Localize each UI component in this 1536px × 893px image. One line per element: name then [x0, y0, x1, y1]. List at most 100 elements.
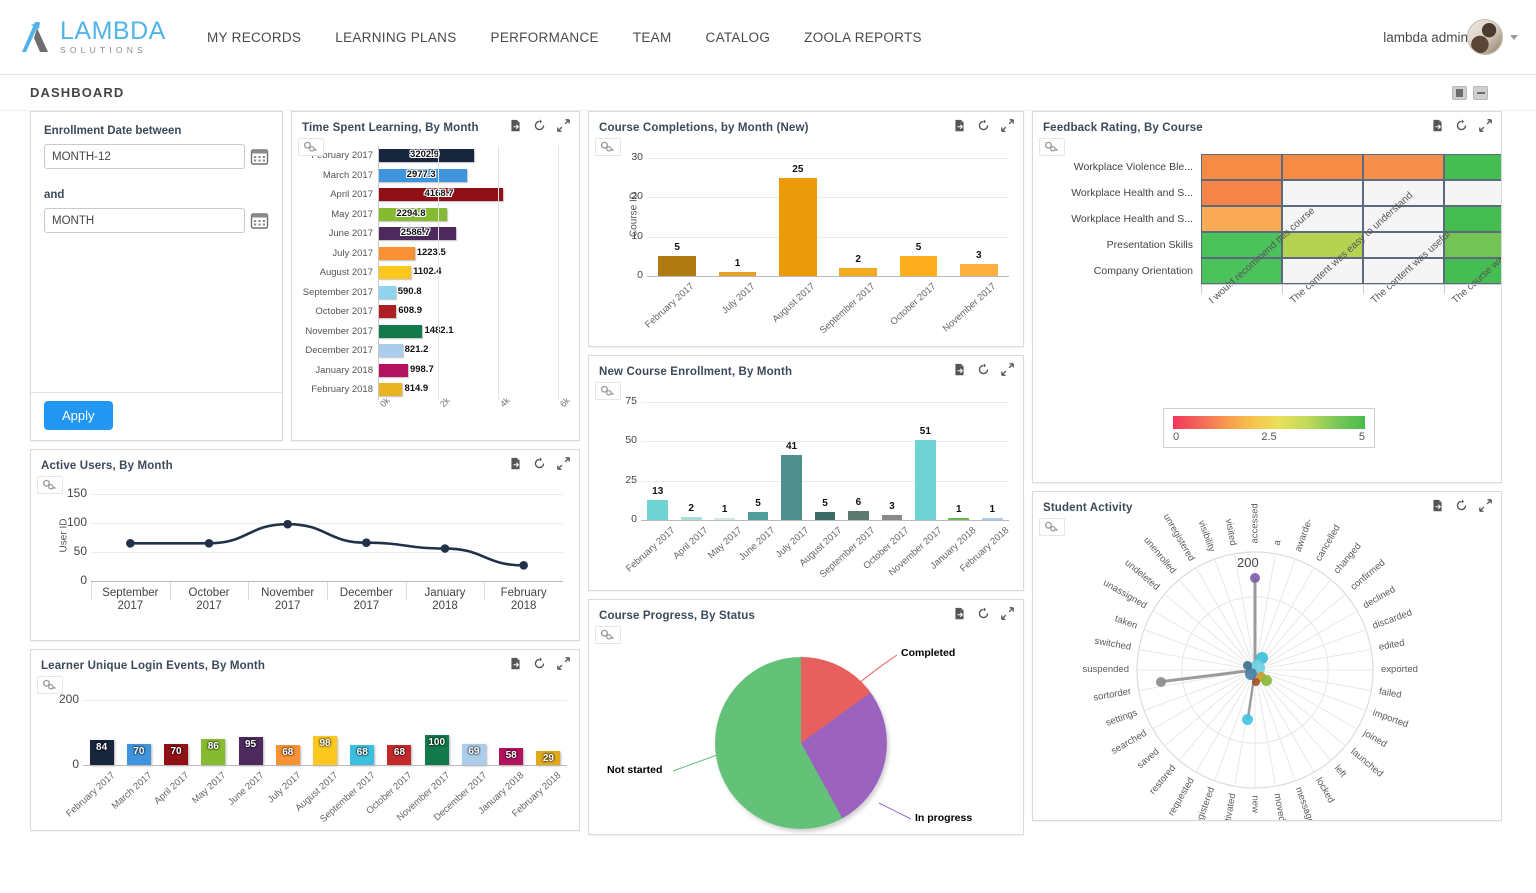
- bar[interactable]: [378, 227, 456, 240]
- export-icon[interactable]: [509, 119, 522, 137]
- chevron-down-icon[interactable]: [1510, 34, 1518, 40]
- data-point[interactable]: [1243, 660, 1253, 670]
- calendar-icon[interactable]: [250, 147, 269, 166]
- bar[interactable]: [378, 207, 447, 221]
- apply-button[interactable]: Apply: [44, 401, 113, 430]
- expand-icon[interactable]: [1001, 119, 1014, 137]
- chart-settings-icon[interactable]: [595, 382, 621, 400]
- heatmap-cell[interactable]: [1444, 154, 1501, 180]
- pie[interactable]: [715, 657, 887, 829]
- bar[interactable]: [839, 268, 877, 276]
- calendar-icon[interactable]: [250, 211, 269, 230]
- bar[interactable]: [714, 518, 735, 520]
- data-point[interactable]: [1261, 675, 1273, 687]
- data-point[interactable]: [1245, 667, 1258, 680]
- export-icon[interactable]: [953, 119, 966, 137]
- bar[interactable]: [461, 744, 486, 765]
- bar[interactable]: [313, 735, 337, 765]
- bar[interactable]: [89, 739, 114, 765]
- bar[interactable]: [899, 256, 938, 276]
- bar[interactable]: [536, 751, 561, 765]
- chart-settings-icon[interactable]: [595, 626, 621, 644]
- bar[interactable]: [378, 266, 412, 279]
- data-point[interactable]: [1250, 572, 1260, 583]
- chart-settings-icon[interactable]: [37, 476, 63, 494]
- expand-icon[interactable]: [1479, 119, 1492, 137]
- export-icon[interactable]: [953, 363, 966, 381]
- heatmap-cell[interactable]: [1282, 232, 1363, 258]
- bar[interactable]: [948, 518, 970, 520]
- refresh-icon[interactable]: [1455, 499, 1468, 517]
- bar[interactable]: [378, 285, 396, 299]
- avatar[interactable]: [1467, 19, 1503, 55]
- chart-settings-icon[interactable]: [1039, 518, 1065, 536]
- heatmap-cell[interactable]: [1201, 232, 1282, 258]
- expand-icon[interactable]: [557, 657, 570, 675]
- bar[interactable]: [126, 744, 151, 765]
- bar[interactable]: [814, 512, 836, 520]
- heatmap-cell[interactable]: [1201, 154, 1282, 180]
- bar[interactable]: [647, 499, 669, 520]
- expand-icon[interactable]: [1001, 363, 1014, 381]
- data-point[interactable]: [1242, 714, 1254, 726]
- expand-icon[interactable]: [1479, 499, 1492, 517]
- nav-item-my-records[interactable]: MY RECORDS: [207, 29, 302, 45]
- export-icon[interactable]: [1431, 499, 1444, 517]
- chart-settings-icon[interactable]: [298, 138, 324, 156]
- expand-icon[interactable]: [557, 119, 570, 137]
- bar[interactable]: [881, 515, 903, 520]
- bar[interactable]: [960, 264, 998, 276]
- bar[interactable]: [848, 510, 869, 520]
- heatmap-cell[interactable]: [1201, 258, 1282, 284]
- bar[interactable]: [914, 439, 936, 520]
- data-point[interactable]: [1155, 676, 1166, 687]
- heatmap-cell[interactable]: [1444, 258, 1501, 284]
- heatmap-cell[interactable]: [1444, 232, 1501, 258]
- bar[interactable]: [378, 344, 403, 357]
- heatmap-cell[interactable]: [1282, 258, 1363, 284]
- bar[interactable]: [201, 739, 226, 765]
- brand-logo[interactable]: LAMBDA SOLUTIONS: [18, 19, 168, 55]
- bar[interactable]: [981, 518, 1003, 520]
- bar[interactable]: [781, 455, 802, 520]
- bar[interactable]: [378, 149, 475, 162]
- enrollment-date-to-input[interactable]: [44, 208, 245, 233]
- bar[interactable]: [378, 168, 468, 182]
- heatmap-cell[interactable]: [1282, 180, 1363, 206]
- nav-item-learning-plans[interactable]: LEARNING PLANS: [335, 29, 457, 45]
- heatmap-cell[interactable]: [1282, 154, 1363, 180]
- data-point[interactable]: [1255, 672, 1266, 683]
- bar[interactable]: [238, 736, 263, 765]
- heatmap-cell[interactable]: [1363, 206, 1444, 232]
- heatmap-cell[interactable]: [1444, 206, 1501, 232]
- bar[interactable]: [387, 744, 412, 765]
- heatmap-cell[interactable]: [1363, 154, 1444, 180]
- bar[interactable]: [658, 256, 696, 276]
- bar[interactable]: [378, 383, 403, 396]
- refresh-icon[interactable]: [977, 607, 990, 625]
- enrollment-date-from-input[interactable]: [44, 144, 245, 169]
- bar[interactable]: [680, 516, 702, 520]
- refresh-icon[interactable]: [977, 363, 990, 381]
- export-icon[interactable]: [509, 657, 522, 675]
- heatmap-cell[interactable]: [1363, 232, 1444, 258]
- bar[interactable]: [747, 512, 769, 520]
- refresh-icon[interactable]: [533, 657, 546, 675]
- bar[interactable]: [499, 747, 524, 765]
- nav-item-catalog[interactable]: CATALOG: [705, 29, 771, 45]
- bar[interactable]: [718, 272, 757, 276]
- bar[interactable]: [779, 177, 817, 276]
- bar[interactable]: [378, 246, 415, 260]
- expand-icon[interactable]: [1001, 607, 1014, 625]
- chart-settings-icon[interactable]: [37, 676, 63, 694]
- bar[interactable]: [275, 744, 300, 765]
- nav-item-zoola-reports[interactable]: ZOOLA REPORTS: [804, 29, 922, 45]
- bar[interactable]: [378, 363, 408, 377]
- collapse-icon[interactable]: [1473, 85, 1488, 100]
- bar[interactable]: [378, 188, 504, 201]
- heatmap-cell[interactable]: [1201, 206, 1282, 232]
- expand-icon[interactable]: [557, 457, 570, 475]
- bar[interactable]: [378, 324, 423, 338]
- export-icon[interactable]: [509, 457, 522, 475]
- user-menu[interactable]: lambda admin: [1383, 19, 1518, 55]
